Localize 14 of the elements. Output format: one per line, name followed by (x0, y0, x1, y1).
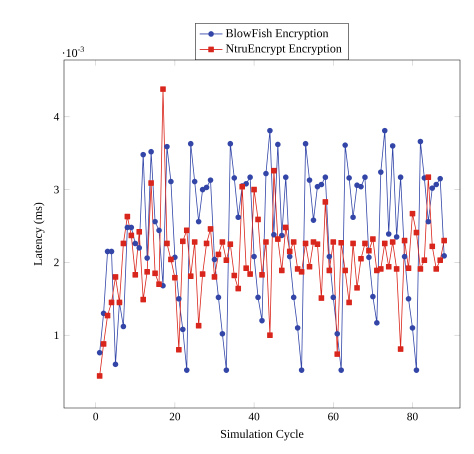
legend-label: BlowFish Encryption (226, 28, 328, 40)
x-tick-label: 0 (93, 412, 98, 420)
x-tick-label: 40 (248, 412, 260, 420)
y-axis-title: Latency (ms) (34, 202, 44, 266)
x-tick-label: 20 (170, 412, 180, 420)
y-tick-label: 1 (54, 331, 59, 339)
legend-label: NtruEncrypt Encryption (226, 44, 342, 55)
y-tick-label: 3 (54, 186, 59, 194)
y-tick-label: 2 (54, 258, 59, 266)
x-tick-label: 60 (328, 412, 339, 420)
y-tick-label: 4 (54, 113, 60, 121)
x-tick-label: 80 (407, 412, 418, 420)
text: ·10$^{-3}$ (62, 46, 84, 58)
x-axis-title: Simulation Cycle (220, 430, 304, 440)
